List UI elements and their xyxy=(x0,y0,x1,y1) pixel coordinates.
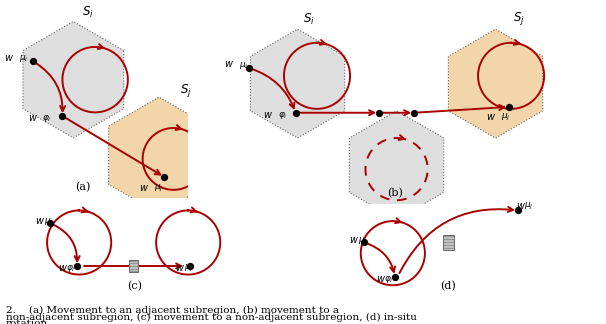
Text: $\mu_i$: $\mu_i$ xyxy=(358,235,367,246)
Text: $w$: $w$ xyxy=(58,263,68,273)
Text: (a): (a) xyxy=(75,182,90,192)
Text: $\mu_j$: $\mu_j$ xyxy=(524,201,534,212)
Text: $S_j$: $S_j$ xyxy=(181,82,192,99)
Text: $\varphi_i$: $\varphi_i$ xyxy=(42,113,52,124)
Point xyxy=(359,240,369,245)
Polygon shape xyxy=(448,29,543,138)
Point xyxy=(375,110,384,115)
Text: $\mu_i$: $\mu_i$ xyxy=(44,216,53,227)
Text: $w$: $w$ xyxy=(262,110,273,120)
Text: $w$: $w$ xyxy=(349,235,359,245)
Polygon shape xyxy=(23,21,124,138)
Text: $S_j$: $S_j$ xyxy=(513,10,525,27)
Text: (b): (b) xyxy=(387,188,403,198)
Text: $\mu_j$: $\mu_j$ xyxy=(184,263,193,274)
Text: $\varphi_i$: $\varphi_i$ xyxy=(66,263,76,274)
Point xyxy=(185,263,195,269)
Point xyxy=(513,208,523,213)
Point xyxy=(45,221,55,226)
Text: $w$: $w$ xyxy=(486,112,496,122)
Point xyxy=(504,104,514,110)
Text: $\mu_i$: $\mu_i$ xyxy=(19,53,28,64)
Text: $w$: $w$ xyxy=(224,59,234,69)
Point xyxy=(28,59,38,64)
Text: $w$: $w$ xyxy=(175,263,185,273)
Text: $S_i$: $S_i$ xyxy=(304,12,315,27)
Point xyxy=(409,110,419,115)
Polygon shape xyxy=(108,97,209,214)
Text: $w$: $w$ xyxy=(4,53,14,63)
Point xyxy=(72,263,82,269)
Text: $\varphi_i$: $\varphi_i$ xyxy=(384,274,394,285)
Text: $\mu_j$: $\mu_j$ xyxy=(153,183,163,194)
Point xyxy=(58,113,67,119)
Text: non-adjacent subregion, (c) movement to a non-adjacent subregion, (d) in-situ: non-adjacent subregion, (c) movement to … xyxy=(6,313,417,322)
Text: $\mu_j$: $\mu_j$ xyxy=(501,112,511,123)
Point xyxy=(390,274,400,279)
Polygon shape xyxy=(350,111,444,220)
Polygon shape xyxy=(250,29,345,138)
Text: $S_i$: $S_i$ xyxy=(82,5,94,20)
Point xyxy=(291,110,301,115)
Text: (c): (c) xyxy=(127,281,142,292)
Text: $w$: $w$ xyxy=(139,183,149,193)
Text: $w$: $w$ xyxy=(516,201,526,211)
Text: $w$: $w$ xyxy=(35,216,45,226)
Text: $\varphi_i$: $\varphi_i$ xyxy=(278,110,288,121)
Text: (d): (d) xyxy=(441,281,456,292)
Text: $\mu_i$: $\mu_i$ xyxy=(239,60,249,71)
Text: rotation.: rotation. xyxy=(6,319,52,324)
Point xyxy=(159,175,169,180)
Bar xyxy=(443,235,454,250)
Point xyxy=(244,65,254,71)
Bar xyxy=(130,260,138,272)
Text: 2.    (a) Movement to an adjacent subregion, (b) movement to a: 2. (a) Movement to an adjacent subregion… xyxy=(6,306,339,315)
Text: $w$: $w$ xyxy=(376,274,385,284)
Text: $w$: $w$ xyxy=(28,113,38,123)
